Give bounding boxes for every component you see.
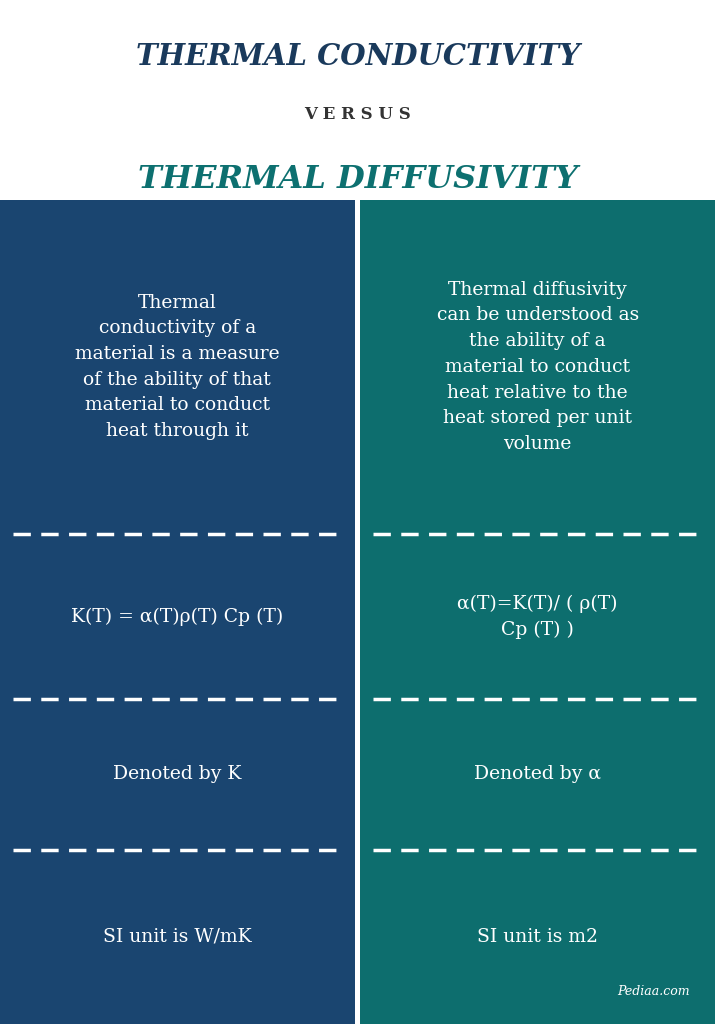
Text: α(T)=K(T)/ ( ρ(T)
Cp (T) ): α(T)=K(T)/ ( ρ(T) Cp (T) ) bbox=[458, 594, 618, 639]
Text: THERMAL CONDUCTIVITY: THERMAL CONDUCTIVITY bbox=[136, 42, 579, 71]
Bar bbox=[355, 200, 360, 1024]
Text: K(T) = α(T)ρ(T) Cp (T): K(T) = α(T)ρ(T) Cp (T) bbox=[72, 607, 283, 626]
Text: Denoted by α: Denoted by α bbox=[474, 765, 601, 783]
Text: THERMAL DIFFUSIVITY: THERMAL DIFFUSIVITY bbox=[137, 164, 578, 195]
Text: V E R S U S: V E R S U S bbox=[304, 106, 411, 123]
Text: Pediaa.com: Pediaa.com bbox=[617, 985, 690, 998]
Text: SI unit is m2: SI unit is m2 bbox=[477, 928, 598, 946]
Bar bbox=[0, 200, 355, 1024]
Text: SI unit is W/mK: SI unit is W/mK bbox=[103, 928, 252, 946]
Text: Thermal diffusivity
can be understood as
the ability of a
material to conduct
he: Thermal diffusivity can be understood as… bbox=[437, 281, 638, 453]
Text: Denoted by K: Denoted by K bbox=[113, 765, 242, 783]
Text: Thermal
conductivity of a
material is a measure
of the ability of that
material : Thermal conductivity of a material is a … bbox=[75, 294, 280, 440]
Bar bbox=[360, 200, 715, 1024]
